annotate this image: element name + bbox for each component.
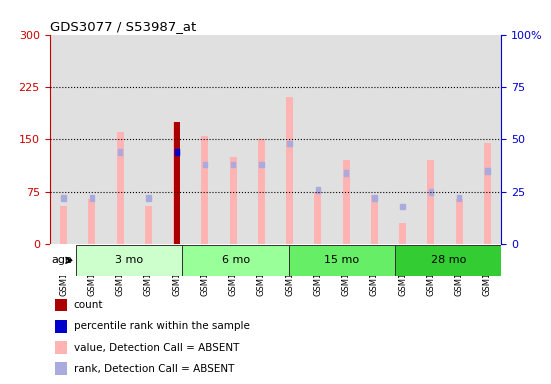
Bar <box>371 195 378 244</box>
Bar <box>399 223 406 244</box>
Bar <box>118 149 122 155</box>
Bar <box>445 35 473 244</box>
Bar <box>146 195 150 201</box>
Bar <box>230 157 237 244</box>
Bar <box>173 122 180 244</box>
Bar <box>372 195 376 201</box>
Bar <box>360 35 388 244</box>
Bar <box>388 35 417 244</box>
Bar <box>485 168 489 174</box>
Bar <box>401 204 405 209</box>
Bar <box>88 199 95 244</box>
Bar <box>201 136 208 244</box>
Bar <box>203 162 207 167</box>
Bar <box>427 161 434 244</box>
Bar <box>182 245 289 276</box>
Bar <box>174 122 180 244</box>
Bar <box>191 35 219 244</box>
Bar <box>343 161 350 244</box>
Bar <box>163 35 191 244</box>
Bar <box>106 35 134 244</box>
Bar <box>456 199 463 244</box>
Text: value, Detection Call = ABSENT: value, Detection Call = ABSENT <box>74 343 239 353</box>
Bar <box>457 195 461 201</box>
Bar <box>332 35 360 244</box>
Bar <box>429 189 433 195</box>
Bar <box>76 245 182 276</box>
Bar <box>78 35 106 244</box>
Text: age: age <box>51 255 72 265</box>
Bar <box>219 35 247 244</box>
Text: 3 mo: 3 mo <box>115 255 143 265</box>
Bar <box>344 170 348 176</box>
Bar <box>117 132 124 244</box>
Bar <box>231 162 235 167</box>
Bar <box>286 98 293 244</box>
Bar <box>175 149 179 155</box>
Text: 28 mo: 28 mo <box>430 255 466 265</box>
Text: 6 mo: 6 mo <box>222 255 250 265</box>
Text: percentile rank within the sample: percentile rank within the sample <box>74 321 250 331</box>
Bar <box>417 35 445 244</box>
Bar <box>259 162 263 167</box>
Bar <box>134 35 163 244</box>
Bar <box>60 206 67 244</box>
Bar <box>90 195 94 201</box>
Bar <box>288 141 292 146</box>
Text: GDS3077 / S53987_at: GDS3077 / S53987_at <box>50 20 196 33</box>
Bar <box>258 139 265 244</box>
Bar <box>316 187 320 192</box>
Bar <box>304 35 332 244</box>
Bar <box>62 195 66 201</box>
Bar <box>50 35 78 244</box>
Bar <box>484 143 491 244</box>
Text: rank, Detection Call = ABSENT: rank, Detection Call = ABSENT <box>74 364 234 374</box>
Bar <box>175 149 179 155</box>
Bar <box>145 206 152 244</box>
Bar <box>276 35 304 244</box>
Bar <box>395 245 501 276</box>
Text: 15 mo: 15 mo <box>325 255 359 265</box>
Bar <box>473 35 501 244</box>
Text: count: count <box>74 300 104 310</box>
Bar <box>247 35 276 244</box>
Bar <box>289 245 395 276</box>
Bar <box>314 192 321 244</box>
